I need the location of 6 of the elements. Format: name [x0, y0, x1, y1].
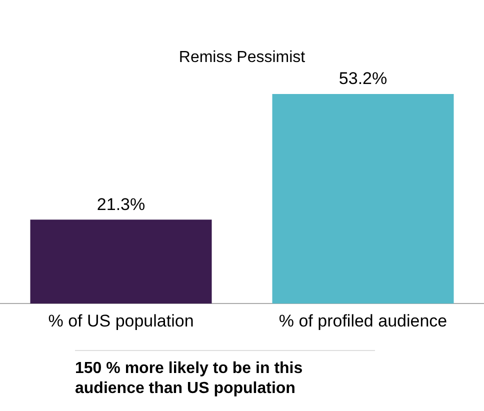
data-label: 21.3% [96, 194, 146, 214]
data-label: 53.2% [338, 69, 388, 88]
chart-title: Remiss Pessimist [178, 49, 306, 66]
x-tick-label: % of profiled audience [278, 311, 448, 330]
x-tick-label: % of US population [48, 311, 194, 330]
text: 150 % more likely to be in this audience than US population [75, 350, 375, 399]
